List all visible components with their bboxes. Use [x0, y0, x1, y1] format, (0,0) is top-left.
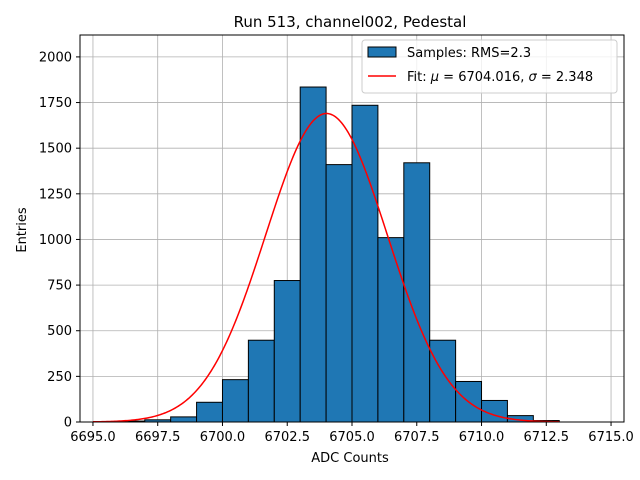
y-tick-label: 1000: [39, 233, 72, 248]
x-axis-label: ADC Counts: [311, 451, 389, 466]
histogram-bar: [325, 164, 353, 423]
x-tick-label: 6702.5: [264, 430, 310, 445]
legend-fit-sigma-symbol: σ: [529, 70, 538, 85]
x-tick-label: 6695.0: [70, 430, 116, 445]
y-axis-ticks: 0 250 500 750 1000 1250 1500 1750 2000: [39, 50, 80, 431]
histogram-bar: [196, 401, 223, 423]
histogram-bar: [429, 339, 457, 423]
legend-fit-mu-symbol: μ: [430, 70, 439, 85]
histogram-bar: [403, 162, 431, 423]
x-tick-label: 6712.5: [524, 430, 570, 445]
histogram-bars: [118, 86, 560, 423]
legend-fit-mu-value: = 6704.016,: [439, 70, 528, 85]
histogram-bar: [299, 86, 327, 423]
histogram-bar: [273, 280, 301, 423]
y-tick-label: 1750: [39, 96, 72, 111]
legend-fit-label: Fit: μ = 6704.016, σ = 2.348: [407, 70, 593, 85]
x-axis-ticks: 6695.0 6697.5 6700.0 6702.5 6705.0 6707.5 6710…: [70, 422, 634, 445]
chart-title: Run 513, channel002, Pedestal: [234, 13, 467, 31]
x-tick-label: 6710.0: [459, 430, 505, 445]
x-tick-label: 6707.5: [394, 430, 440, 445]
histogram-bar: [247, 339, 275, 423]
y-tick-label: 1500: [39, 142, 72, 157]
y-tick-label: 750: [47, 279, 72, 294]
y-tick-label: 500: [47, 324, 72, 339]
x-tick-label: 6700.0: [200, 430, 246, 445]
y-tick-label: 0: [64, 416, 72, 431]
x-tick-label: 6715.0: [588, 430, 634, 445]
legend-fit-sigma-value: = 2.348: [537, 70, 593, 85]
legend: Samples: RMS=2.3 Fit: μ = 6704.016, σ = …: [361, 39, 618, 94]
legend-samples-swatch: [367, 46, 397, 58]
legend-box: [361, 39, 618, 94]
y-tick-label: 2000: [39, 50, 72, 65]
x-tick-label: 6705.0: [329, 430, 375, 445]
y-tick-label: 1250: [39, 187, 72, 202]
histogram-bar: [221, 379, 249, 423]
legend-fit-prefix: Fit:: [407, 70, 431, 85]
gaussian-fit-curve: [92, 112, 560, 423]
x-tick-label: 6697.5: [135, 430, 181, 445]
legend-samples-label: Samples: RMS=2.3: [407, 46, 531, 61]
histogram-bar: [351, 104, 379, 423]
y-tick-label: 250: [47, 370, 72, 385]
y-axis-label: Entries: [15, 207, 30, 253]
histogram-bar: [170, 416, 198, 423]
histogram-bar: [377, 237, 405, 423]
